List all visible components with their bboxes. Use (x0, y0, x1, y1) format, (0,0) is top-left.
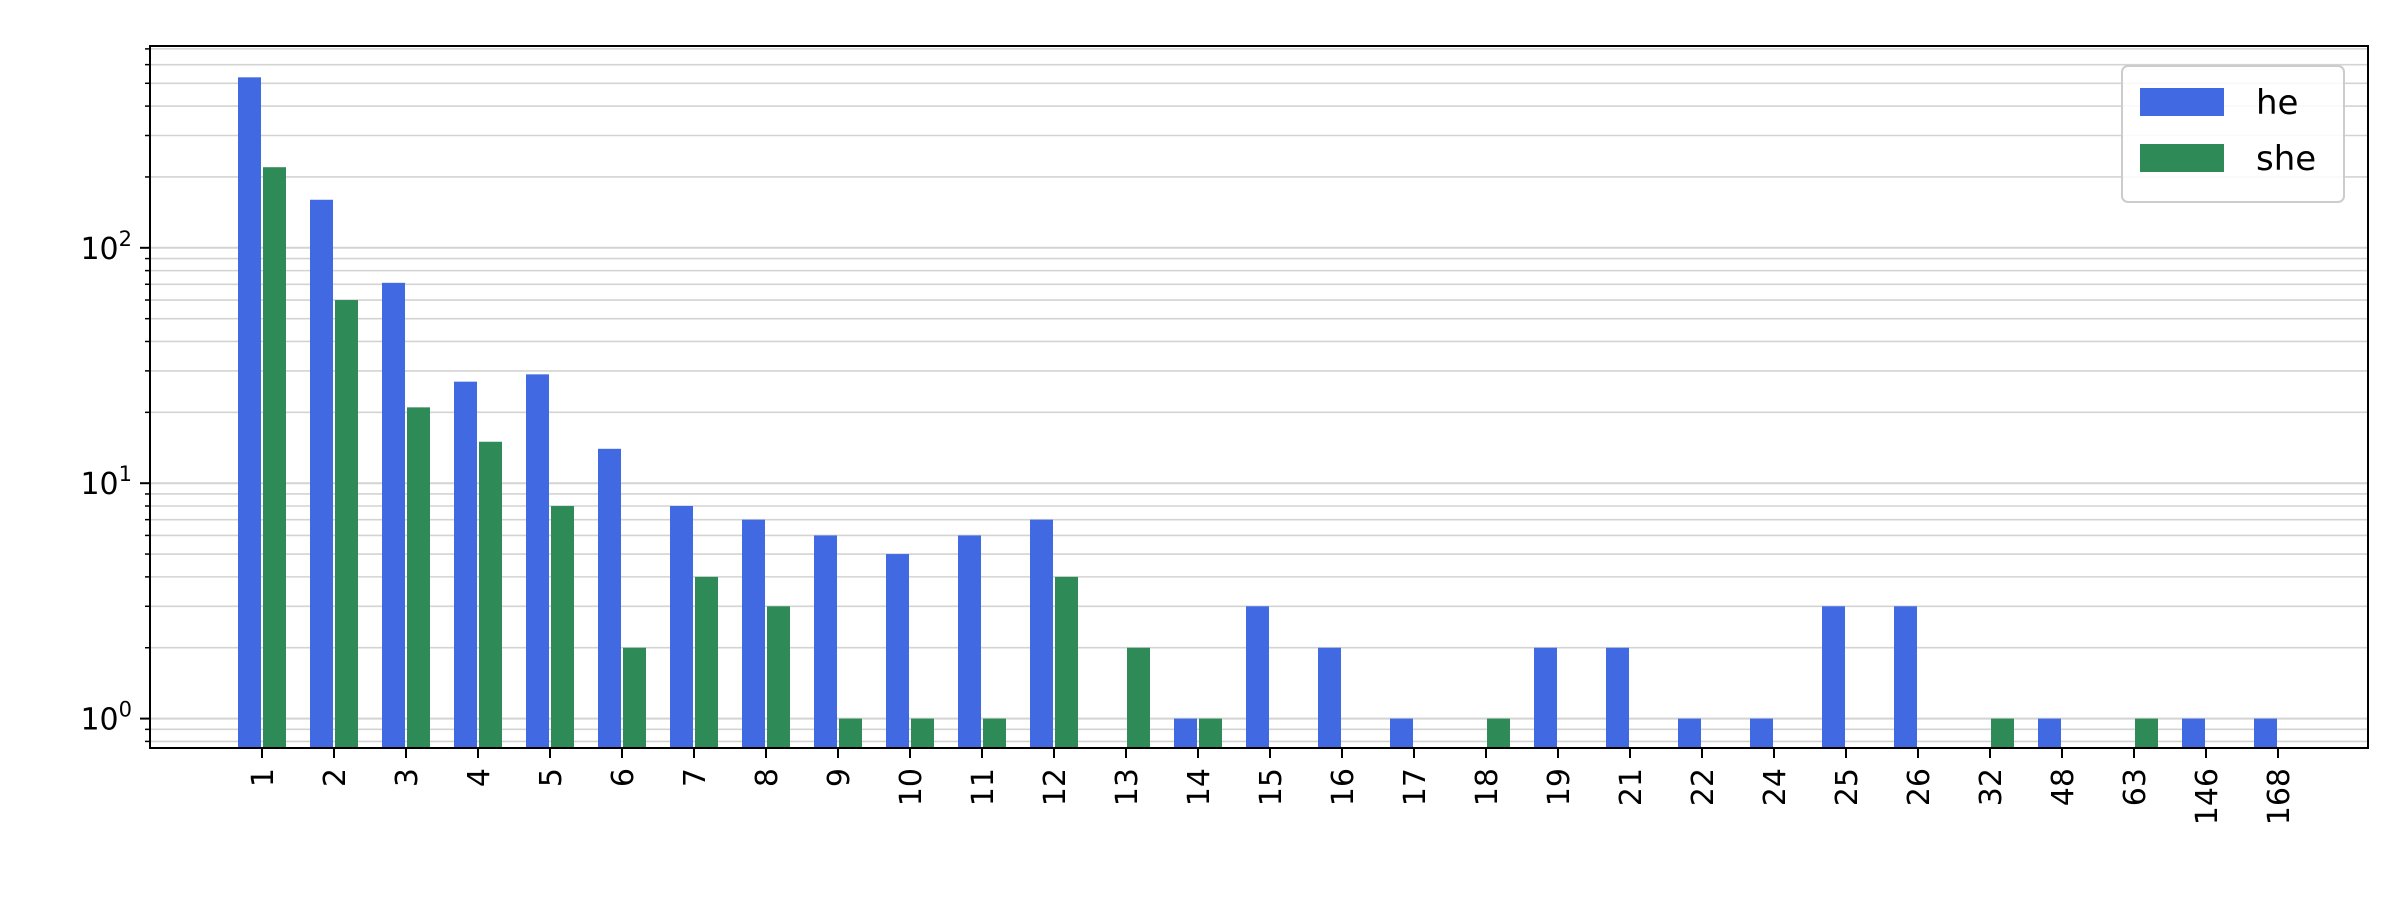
x-tick-label: 11 (966, 768, 1001, 806)
x-tick-label: 17 (1398, 768, 1433, 806)
legend-swatch-she (2140, 144, 2224, 172)
x-tick-label: 2 (318, 768, 353, 787)
x-tick-label: 63 (2118, 768, 2153, 806)
bar-she-5 (551, 506, 574, 748)
x-tick-label: 48 (2046, 768, 2081, 806)
y-tick-label: 101 (80, 462, 132, 502)
bar-she-1 (263, 167, 286, 748)
x-tick-label: 15 (1254, 768, 1289, 806)
bar-he-14 (1174, 718, 1197, 748)
x-tick-label: 25 (1830, 768, 1865, 806)
x-tick-label: 16 (1326, 768, 1361, 806)
bar-he-1 (238, 77, 261, 749)
x-tick-label: 14 (1182, 768, 1217, 806)
bar-he-7 (670, 506, 693, 748)
bar-she-9 (839, 718, 862, 748)
bar-she-13 (1127, 647, 1150, 748)
legend: he she (2121, 65, 2345, 203)
bar-he-15 (1246, 606, 1269, 748)
x-tick-label: 24 (1758, 768, 1793, 806)
y-tick-label: 102 (80, 227, 132, 267)
bar-he-26 (1894, 606, 1917, 748)
bar-he-12 (1030, 519, 1053, 748)
bar-he-6 (598, 448, 621, 748)
bar-she-32 (1991, 718, 2014, 748)
x-tick-label: 4 (462, 768, 497, 787)
bar-she-8 (767, 606, 790, 748)
x-tick-label: 5 (534, 768, 569, 787)
bar-he-48 (2038, 718, 2061, 748)
bar-she-10 (911, 718, 934, 748)
plot-frame (149, 45, 2369, 749)
bar-she-3 (407, 407, 430, 748)
bar-he-21 (1606, 647, 1629, 748)
bar-he-4 (454, 381, 477, 748)
bar-she-4 (479, 441, 502, 748)
bars (238, 77, 2277, 749)
bar-he-16 (1318, 647, 1341, 748)
bar-he-9 (814, 535, 837, 748)
x-tick-label: 32 (1974, 768, 2009, 806)
bar-she-6 (623, 647, 646, 748)
x-tick-label: 8 (750, 768, 785, 787)
bar-she-11 (983, 718, 1006, 748)
bar-he-168 (2254, 718, 2277, 748)
bar-he-19 (1534, 647, 1557, 748)
bar-he-11 (958, 535, 981, 748)
legend-box (2121, 65, 2345, 203)
bar-he-2 (310, 199, 333, 749)
bar-she-12 (1055, 576, 1078, 748)
x-tick-label: 6 (606, 768, 641, 787)
x-tick-label: 26 (1902, 768, 1937, 806)
bar-she-18 (1487, 718, 1510, 748)
bar-he-3 (382, 282, 405, 748)
legend-label-he: he (2256, 83, 2298, 123)
legend-label-she: she (2256, 139, 2316, 179)
x-tick-label: 9 (822, 768, 857, 787)
x-tick-label: 168 (2262, 768, 2297, 825)
bar-she-63 (2135, 718, 2158, 748)
bar-he-8 (742, 519, 765, 748)
x-tick-label: 22 (1686, 768, 1721, 806)
bar-he-24 (1750, 718, 1773, 748)
x-tick-label: 12 (1038, 768, 1073, 806)
grid-lines (150, 48, 2368, 743)
bar-she-7 (695, 576, 718, 748)
bar-he-146 (2182, 718, 2205, 748)
x-tick-label: 146 (2190, 768, 2225, 825)
x-tick-label: 21 (1614, 768, 1649, 806)
bar-he-22 (1678, 718, 1701, 748)
x-tick-label: 13 (1110, 768, 1145, 806)
x-tick-label: 3 (390, 768, 425, 787)
bar-he-25 (1822, 606, 1845, 748)
bar-she-2 (335, 300, 358, 748)
bar-he-10 (886, 554, 909, 748)
bar-he-17 (1390, 718, 1413, 748)
x-tick-label: 10 (894, 768, 929, 806)
bar-he-5 (526, 374, 549, 748)
y-tick-label: 100 (80, 698, 132, 738)
legend-swatch-he (2140, 88, 2224, 116)
x-tick-label: 7 (678, 768, 713, 787)
x-tick-label: 1 (246, 768, 281, 787)
x-tick-label: 18 (1470, 768, 1505, 806)
x-tick-label: 19 (1542, 768, 1577, 806)
bar-she-14 (1199, 718, 1222, 748)
